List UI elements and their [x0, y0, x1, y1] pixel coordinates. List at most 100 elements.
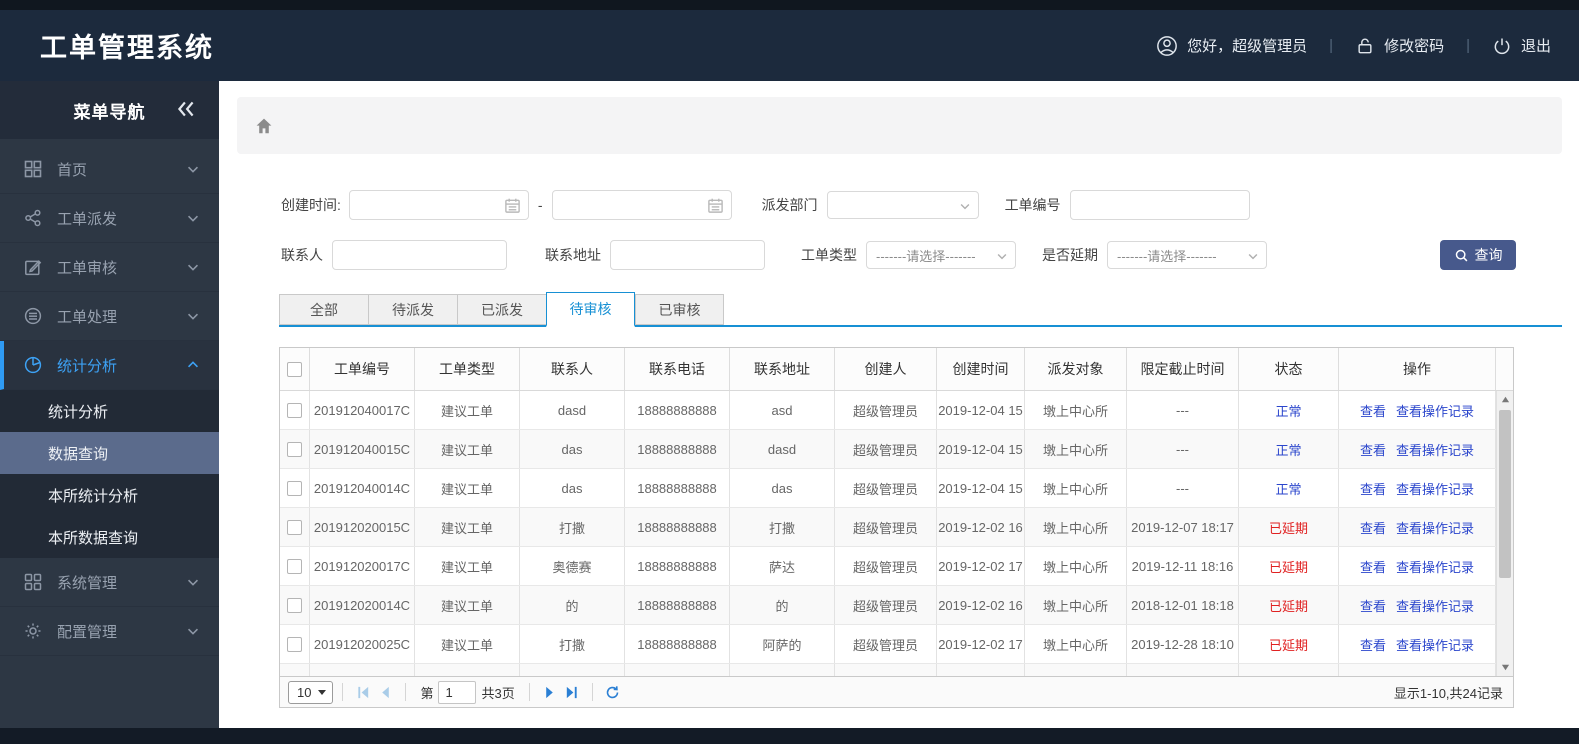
- create-time-start-input[interactable]: [348, 190, 529, 220]
- column-header: 派发对象: [1025, 348, 1127, 390]
- pagination-bar: 10 第 共3页: [280, 676, 1513, 707]
- submenu-item-statistical-analysis[interactable]: 统计分析: [0, 390, 219, 432]
- row-checkbox[interactable]: [287, 519, 302, 535]
- app-header: 工单管理系统 您好，超级管理员 | 修改密码 |: [0, 10, 1579, 81]
- tab-reviewed[interactable]: 已审核: [635, 294, 724, 325]
- sidebar-item-dispatch[interactable]: 工单派发: [0, 194, 219, 243]
- view-log-link[interactable]: 查看操作记录: [1396, 481, 1475, 497]
- creator-cell: 超级管理员: [835, 508, 937, 546]
- table-cell: [1025, 664, 1127, 676]
- row-checkbox[interactable]: [287, 558, 302, 574]
- view-link[interactable]: 查看: [1359, 481, 1386, 497]
- home-icon[interactable]: [254, 116, 274, 136]
- phone-cell: 18888888888: [625, 625, 730, 663]
- logout-button[interactable]: 退出: [1492, 35, 1551, 56]
- sidebar-item-config[interactable]: 配置管理: [0, 607, 219, 656]
- view-link[interactable]: 查看: [1359, 598, 1386, 614]
- sidebar-item-statistics[interactable]: 统计分析: [0, 341, 219, 390]
- sidebar-item-label: 工单派发: [57, 210, 118, 228]
- creator-cell: 超级管理员: [835, 625, 937, 663]
- last-page-button[interactable]: [561, 681, 583, 703]
- dispatch-target-cell: 墩上中心所: [1025, 547, 1127, 585]
- sidebar-title: 菜单导航: [73, 102, 146, 122]
- sidebar-item-review[interactable]: 工单审核: [0, 243, 219, 292]
- refresh-button[interactable]: [602, 681, 624, 703]
- created-time-cell: 2019-12-02 16: [937, 508, 1025, 546]
- address-label: 联系地址: [545, 247, 601, 263]
- row-checkbox[interactable]: [287, 597, 302, 613]
- order-no-cell: 201912040017C: [310, 391, 415, 429]
- dispatch-target-cell: 墩上中心所: [1025, 469, 1127, 507]
- view-log-link[interactable]: 查看操作记录: [1396, 442, 1475, 458]
- status-cell: 已延期: [1239, 586, 1339, 624]
- dispatch-dept-select[interactable]: [826, 191, 979, 219]
- calendar-icon[interactable]: [504, 197, 521, 214]
- page-size-select[interactable]: 10: [288, 680, 334, 704]
- filter-row-2: 联系人 联系地址 工单类型 -------请选择------- 是否延期 ---…: [281, 240, 1579, 270]
- work-order-table: 工单编号 工单类型 联系人 联系电话 联系地址 创建人 创建时间 派发对象 限定截止时间 状态 操作…: [279, 347, 1514, 708]
- scroll-up-icon[interactable]: [1497, 391, 1513, 408]
- creator-cell: 超级管理员: [835, 547, 937, 585]
- view-link[interactable]: 查看: [1359, 637, 1386, 653]
- contact-input[interactable]: [332, 240, 507, 270]
- address-input[interactable]: [610, 240, 765, 270]
- phone-cell: 18888888888: [625, 508, 730, 546]
- column-header: 状态: [1239, 348, 1339, 390]
- order-no-input[interactable]: [1069, 190, 1250, 220]
- submenu-item-office-statistics[interactable]: 本所统计分析: [0, 474, 219, 516]
- order-no-field[interactable]: [1070, 191, 1249, 219]
- tab-dispatched[interactable]: 已派发: [457, 294, 546, 325]
- search-button[interactable]: 查询: [1440, 240, 1516, 270]
- delay-select[interactable]: -------请选择-------: [1107, 241, 1267, 269]
- next-page-button[interactable]: [539, 681, 561, 703]
- search-button-label: 查询: [1474, 247, 1503, 263]
- submenu-item-office-data-query[interactable]: 本所数据查询: [0, 516, 219, 558]
- select-all-checkbox[interactable]: [287, 361, 302, 377]
- prev-page-button[interactable]: [374, 681, 396, 703]
- table-row: 201912020025C 建议工单 打撒 18888888888 阿萨的 超级管理员 20…: [280, 625, 1513, 664]
- calendar-icon[interactable]: [707, 197, 724, 214]
- tab-all[interactable]: 全部: [279, 294, 368, 325]
- scroll-down-icon[interactable]: [1497, 659, 1513, 676]
- row-checkbox[interactable]: [287, 636, 302, 652]
- view-log-link[interactable]: 查看操作记录: [1396, 559, 1475, 575]
- tab-to-review[interactable]: 待审核: [546, 292, 635, 327]
- address-field[interactable]: [611, 241, 764, 269]
- page-number-input[interactable]: [438, 680, 477, 704]
- view-link[interactable]: 查看: [1359, 520, 1386, 536]
- table-scrollbar[interactable]: [1496, 391, 1513, 676]
- order-type-select[interactable]: -------请选择-------: [866, 241, 1016, 269]
- row-checkbox-cell: [280, 391, 310, 429]
- row-checkbox-cell: [280, 508, 310, 546]
- view-link[interactable]: 查看: [1359, 403, 1386, 419]
- submenu-item-data-query[interactable]: 数据查询: [0, 432, 219, 474]
- view-log-link[interactable]: 查看操作记录: [1396, 637, 1475, 653]
- row-checkbox[interactable]: [287, 441, 302, 457]
- actions-cell: 查看 查看操作记录: [1339, 586, 1496, 624]
- deadline-cell: 2019-12-07 18:17: [1127, 508, 1239, 546]
- user-greeting[interactable]: 您好，超级管理员: [1156, 35, 1307, 57]
- column-header: 联系人: [520, 348, 625, 390]
- change-password-button[interactable]: 修改密码: [1355, 35, 1444, 56]
- first-page-button[interactable]: [352, 681, 374, 703]
- sidebar-item-system[interactable]: 系统管理: [0, 558, 219, 607]
- sidebar-header: 菜单导航: [0, 81, 219, 139]
- row-checkbox-cell: [280, 547, 310, 585]
- tab-to-dispatch[interactable]: 待派发: [368, 294, 457, 325]
- view-link[interactable]: 查看: [1359, 559, 1386, 575]
- contact-field[interactable]: [333, 241, 506, 269]
- sidebar-item-home[interactable]: 首页: [0, 145, 219, 194]
- creator-cell: 超级管理员: [835, 391, 937, 429]
- sidebar-item-process[interactable]: 工单处理: [0, 292, 219, 341]
- view-log-link[interactable]: 查看操作记录: [1396, 520, 1475, 536]
- row-checkbox[interactable]: [287, 480, 302, 496]
- scrollbar-thumb[interactable]: [1499, 410, 1511, 578]
- view-link[interactable]: 查看: [1359, 442, 1386, 458]
- view-log-link[interactable]: 查看操作记录: [1396, 403, 1475, 419]
- create-time-end-field[interactable]: [552, 191, 731, 219]
- row-checkbox[interactable]: [287, 402, 302, 418]
- create-time-end-input[interactable]: [551, 190, 732, 220]
- create-time-start-field[interactable]: [349, 191, 528, 219]
- view-log-link[interactable]: 查看操作记录: [1396, 598, 1475, 614]
- collapse-sidebar-icon[interactable]: [175, 98, 197, 120]
